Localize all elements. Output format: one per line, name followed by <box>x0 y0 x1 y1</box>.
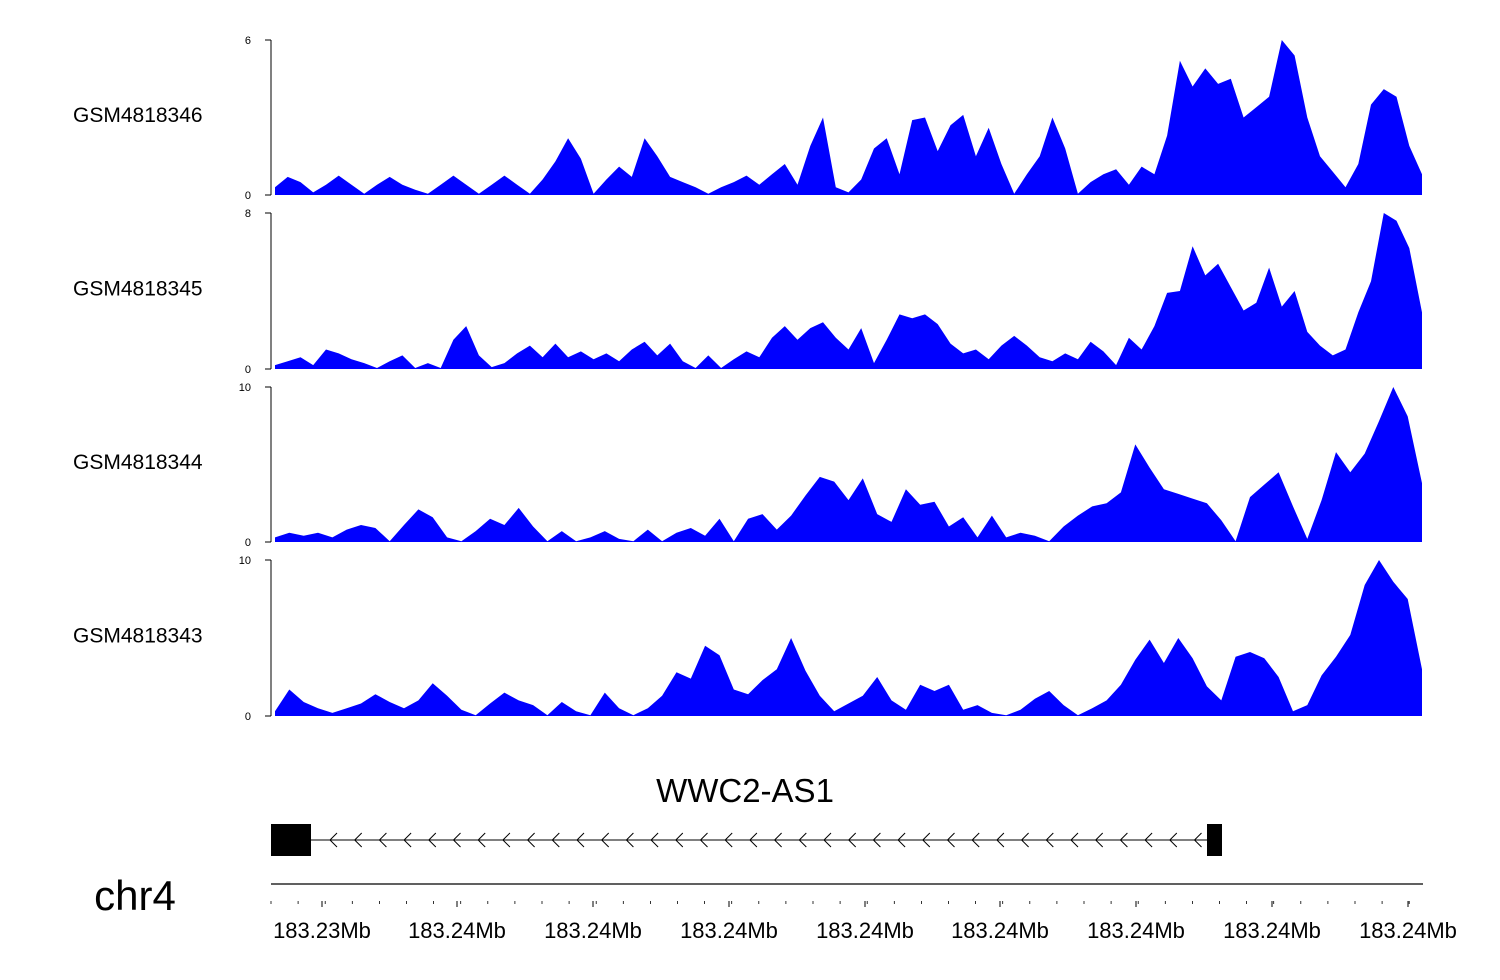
strand-arrow <box>1169 832 1178 848</box>
strand-arrow <box>971 832 980 848</box>
strand-arrow <box>946 832 955 848</box>
track-GSM4818344: GSM4818344 10 0 <box>73 382 1422 549</box>
coverage-area <box>275 560 1422 716</box>
strand-arrow <box>1070 832 1079 848</box>
strand-arrow <box>996 832 1005 848</box>
strand-arrow <box>1119 832 1128 848</box>
x-tick-label: 183.24Mb <box>408 918 506 943</box>
strand-arrow <box>773 832 782 848</box>
coverage-area <box>275 213 1422 369</box>
strand-arrow <box>699 832 708 848</box>
strand-arrow <box>872 832 881 848</box>
x-tick-label: 183.24Mb <box>1359 918 1457 943</box>
x-tick-label: 183.24Mb <box>680 918 778 943</box>
y-min-label: 0 <box>245 711 251 723</box>
strand-arrow <box>724 832 733 848</box>
strand-arrow <box>502 832 511 848</box>
track-label: GSM4818346 <box>73 104 203 127</box>
y-max-label: 8 <box>245 208 251 220</box>
track-GSM4818346: GSM4818346 6 0 <box>73 35 1422 202</box>
strand-arrow <box>403 832 412 848</box>
chromosome-label: chr4 <box>94 872 176 919</box>
coverage-tracks: GSM481834660GSM481834580GSM4818344100GSM… <box>73 35 1422 723</box>
x-tick-label: 183.24Mb <box>1087 918 1185 943</box>
strand-arrow <box>378 832 387 848</box>
gene-annotation-track: WWC2-AS1 <box>271 772 1222 856</box>
x-tick-label: 183.24Mb <box>1223 918 1321 943</box>
x-tick-label: 183.24Mb <box>816 918 914 943</box>
coverage-area <box>275 40 1422 195</box>
track-label: GSM4818344 <box>73 451 203 474</box>
gene-model <box>271 824 1222 856</box>
strand-arrow <box>1020 832 1029 848</box>
x-tick-label: 183.23Mb <box>273 918 371 943</box>
y-max-label: 10 <box>239 555 251 567</box>
y-max-label: 6 <box>245 35 251 47</box>
strand-arrow <box>798 832 807 848</box>
axis-ticks: 183.23Mb 183.24Mb 183.24Mb 183.24Mb 183.24Mb… <box>270 901 1457 943</box>
genomic-coordinate-axis: chr4 183.23Mb 183.24Mb 183.24Mb 183.24Mb 183… <box>94 872 1457 943</box>
y-max-label: 10 <box>239 382 251 394</box>
strand-arrow <box>675 832 684 848</box>
track-label: GSM4818343 <box>73 625 203 648</box>
exon-block <box>271 824 311 856</box>
strand-arrow <box>1045 832 1054 848</box>
strand-arrow <box>922 832 931 848</box>
x-tick-label: 183.24Mb <box>951 918 1049 943</box>
track-GSM4818345: GSM4818345 8 0 <box>73 208 1422 376</box>
strand-arrow <box>526 832 535 848</box>
strand-arrow <box>600 832 610 848</box>
y-min-label: 0 <box>245 190 251 202</box>
strand-arrow <box>1094 832 1104 848</box>
y-min-label: 0 <box>245 537 251 549</box>
strand-arrow <box>1193 832 1202 848</box>
strand-arrow <box>1144 832 1153 848</box>
y-min-label: 0 <box>245 364 251 376</box>
strand-arrow <box>576 832 585 848</box>
strand-arrow <box>749 832 758 848</box>
strand-arrow <box>823 832 832 848</box>
strand-arrow <box>650 832 659 848</box>
track-label: GSM4818345 <box>73 278 203 301</box>
gene-name-label: WWC2-AS1 <box>656 772 834 809</box>
strand-arrow <box>847 832 857 848</box>
strand-arrow <box>353 832 363 848</box>
strand-arrow <box>897 832 906 848</box>
strand-arrow <box>625 832 634 848</box>
strand-arrow <box>551 832 560 848</box>
strand-arrow <box>428 832 437 848</box>
coverage-area <box>275 387 1422 542</box>
strand-arrow <box>477 832 486 848</box>
exon-block <box>1207 824 1222 856</box>
track-GSM4818343: GSM4818343 10 0 <box>73 555 1422 723</box>
strand-arrow <box>452 832 461 848</box>
x-tick-label: 183.24Mb <box>544 918 642 943</box>
strand-arrow <box>329 832 338 848</box>
